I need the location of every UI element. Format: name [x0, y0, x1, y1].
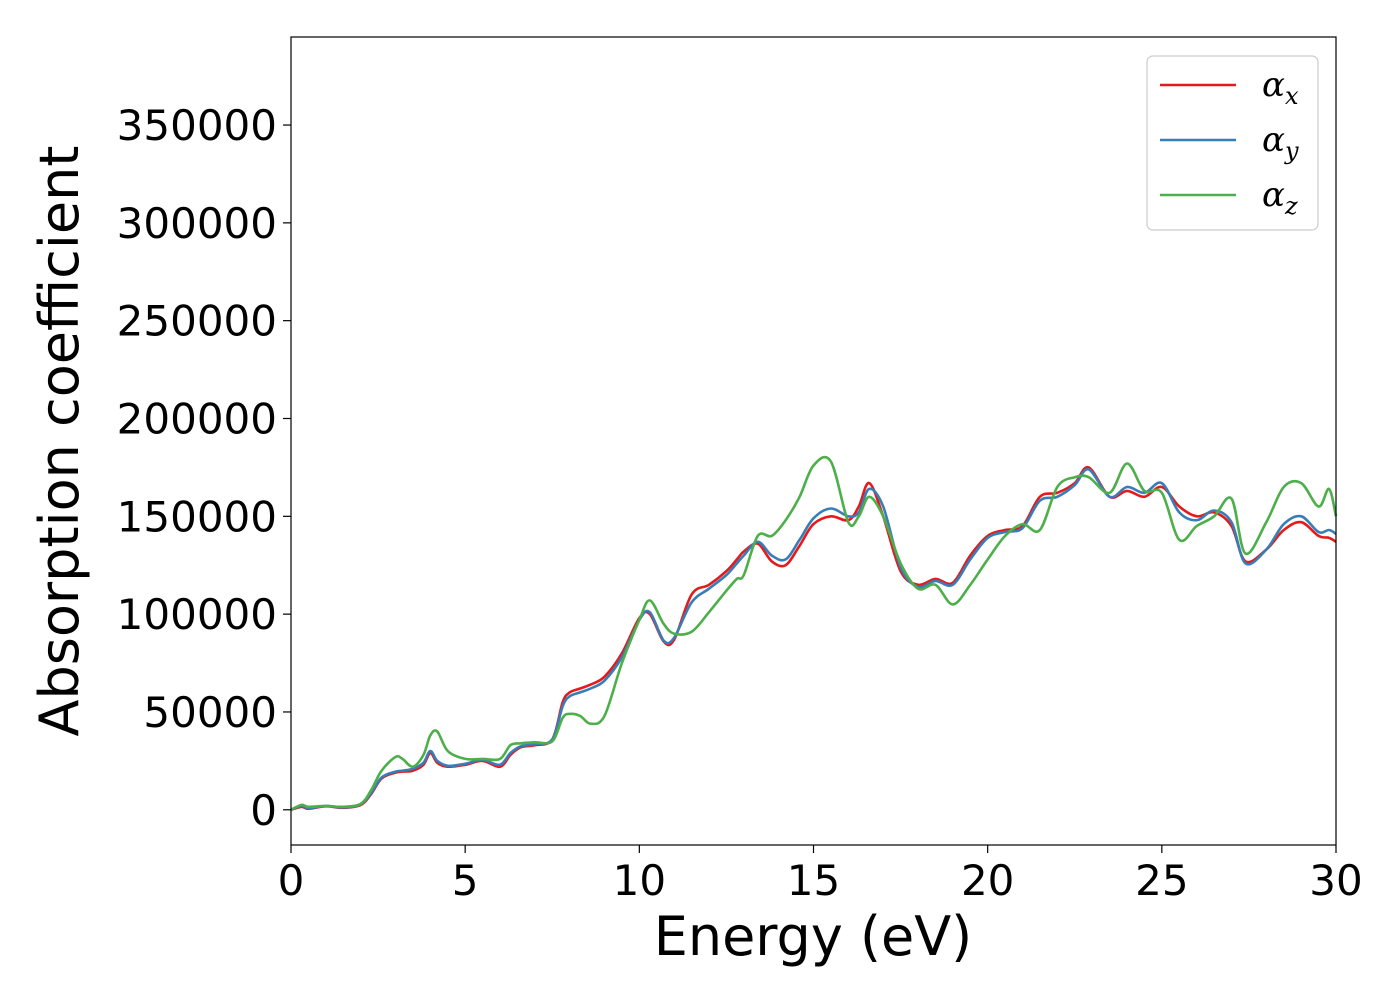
legend-box — [1146, 55, 1319, 231]
x-tick-label: 0 — [278, 856, 305, 905]
x-tick-label: 10 — [613, 856, 666, 905]
x-axis-ticks: 0 5 10 15 20 25 30 — [278, 845, 1363, 905]
y-tick-label: 200000 — [117, 395, 277, 444]
legend-label-alpha-y: αy — [1262, 120, 1299, 165]
series-layer — [290, 455, 1338, 812]
y-tick-label: 50000 — [143, 688, 277, 737]
y-tick-label: 350000 — [117, 101, 277, 150]
x-axis-label: Energy (eV) — [654, 905, 973, 968]
legend-label-alpha-z: αz — [1262, 175, 1298, 220]
y-tick-label: 150000 — [117, 492, 277, 541]
x-tick-label: 5 — [452, 856, 479, 905]
y-tick-label: 100000 — [117, 590, 277, 639]
legend: αx αy αz — [1146, 55, 1319, 231]
x-tick-label: 30 — [1309, 856, 1362, 905]
legend-label-alpha-x: αx — [1262, 65, 1299, 110]
series-line-alpha-y — [290, 468, 1337, 812]
y-axis-ticks: 0 50000 100000 150000 200000 250000 300000 3500… — [117, 101, 291, 835]
series-line-alpha-z — [290, 455, 1338, 811]
y-tick-label: 300000 — [117, 199, 277, 248]
y-tick-label: 250000 — [117, 297, 277, 346]
y-axis-label: Absorption coefficient — [28, 146, 91, 737]
y-tick-label: 0 — [250, 786, 277, 835]
x-tick-label: 20 — [961, 856, 1014, 905]
x-tick-label: 15 — [787, 856, 840, 905]
x-tick-label: 25 — [1135, 856, 1188, 905]
